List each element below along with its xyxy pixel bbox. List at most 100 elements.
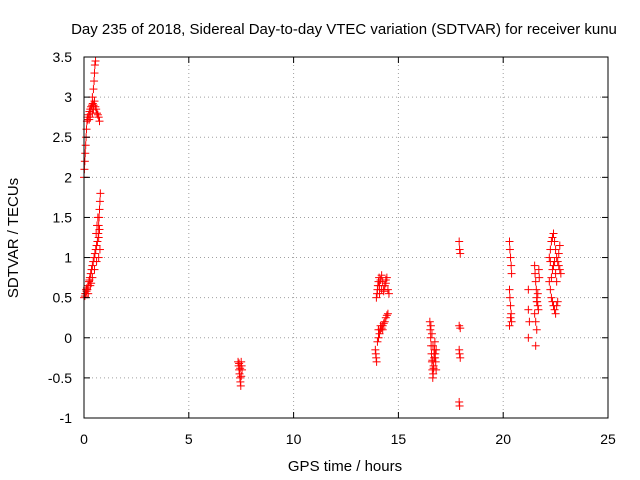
data-point [93, 237, 102, 246]
data-point [506, 313, 515, 322]
data-point [534, 305, 543, 314]
data-point [95, 117, 104, 126]
data-point [455, 245, 464, 254]
data-point [427, 329, 436, 338]
data-point [524, 333, 533, 342]
data-point [90, 77, 99, 86]
data-point [549, 261, 558, 270]
data-point [90, 249, 99, 258]
data-point [88, 261, 97, 270]
grid [84, 57, 608, 418]
data-point [235, 359, 244, 368]
y-tick-label: 3 [64, 89, 72, 105]
data-point [93, 213, 102, 222]
data-point [505, 293, 514, 302]
data-point [81, 141, 90, 150]
data-point [531, 341, 540, 350]
data-point [551, 245, 560, 254]
data-point [383, 309, 392, 318]
data-point [92, 221, 101, 230]
x-tick-label: 10 [286, 431, 302, 447]
data-point [505, 245, 514, 254]
data-point [378, 325, 387, 334]
data-point [553, 297, 562, 306]
data-point [532, 297, 541, 306]
data-point [534, 265, 543, 274]
data-point [505, 321, 514, 330]
data-point [90, 61, 99, 70]
data-point [429, 364, 438, 373]
data-point [95, 205, 104, 214]
data-point [92, 241, 101, 250]
y-tick-label: 0 [64, 330, 72, 346]
y-axis-label: SDTVAR / TECUs [5, 178, 22, 298]
data-point [380, 317, 389, 326]
x-tick-label: 0 [80, 431, 88, 447]
y-tick-label: -0.5 [48, 370, 72, 386]
data-point [549, 229, 558, 238]
y-tick-label: 2.5 [53, 129, 73, 145]
data-point [548, 265, 557, 274]
chart-title: Day 235 of 2018, Sidereal Day-to-day VTE… [71, 21, 617, 38]
data-point [426, 333, 435, 342]
y-tick-label: 1.5 [53, 209, 73, 225]
data-point [89, 85, 98, 94]
data-points [80, 57, 565, 410]
data-point [531, 277, 540, 286]
data-point [81, 149, 90, 158]
data-point [507, 317, 516, 326]
data-point [535, 273, 544, 282]
data-point [372, 357, 381, 366]
data-point [426, 325, 435, 334]
data-point [507, 309, 516, 318]
data-point [89, 105, 98, 114]
data-point [506, 253, 515, 262]
data-point [95, 245, 104, 254]
data-point [85, 115, 94, 124]
x-tick-label: 25 [600, 431, 616, 447]
data-point [552, 301, 561, 310]
data-point [379, 287, 388, 296]
data-point [95, 197, 104, 206]
data-point [90, 265, 99, 274]
data-point [374, 333, 383, 342]
data-point [94, 233, 103, 242]
data-point [88, 109, 97, 118]
data-point [425, 317, 434, 326]
data-point [381, 279, 390, 288]
data-point [545, 253, 554, 262]
data-point [94, 113, 103, 122]
data-point [96, 189, 105, 198]
y-tick-label: 2 [64, 169, 72, 185]
data-point [546, 285, 555, 294]
y-tick-label: 1 [64, 250, 72, 266]
data-point [456, 324, 465, 333]
data-point [94, 253, 103, 262]
data-point [530, 261, 539, 270]
data-point [533, 289, 542, 298]
data-point [85, 276, 94, 285]
y-tick-labels: -1 -0.5 0 0.5 1 1.5 2 2.5 3 3.5 [48, 49, 72, 426]
data-point [506, 301, 515, 310]
data-point [546, 257, 555, 266]
data-point [237, 372, 246, 381]
data-point [92, 257, 101, 266]
data-point [555, 265, 564, 274]
data-point [92, 229, 101, 238]
data-point [550, 305, 559, 314]
data-point [236, 364, 245, 373]
data-point [456, 249, 465, 258]
x-tick-label: 15 [391, 431, 407, 447]
data-point [455, 401, 464, 410]
data-point [375, 329, 384, 338]
data-point [531, 269, 540, 278]
y-tick-label: 0.5 [53, 290, 73, 306]
data-point [377, 271, 386, 280]
x-axis-label: GPS time / hours [288, 458, 402, 475]
tick-marks [83, 56, 609, 419]
data-point [82, 285, 91, 294]
data-point [428, 341, 437, 350]
data-point [376, 321, 385, 330]
data-point [554, 249, 563, 258]
data-point [505, 237, 514, 246]
